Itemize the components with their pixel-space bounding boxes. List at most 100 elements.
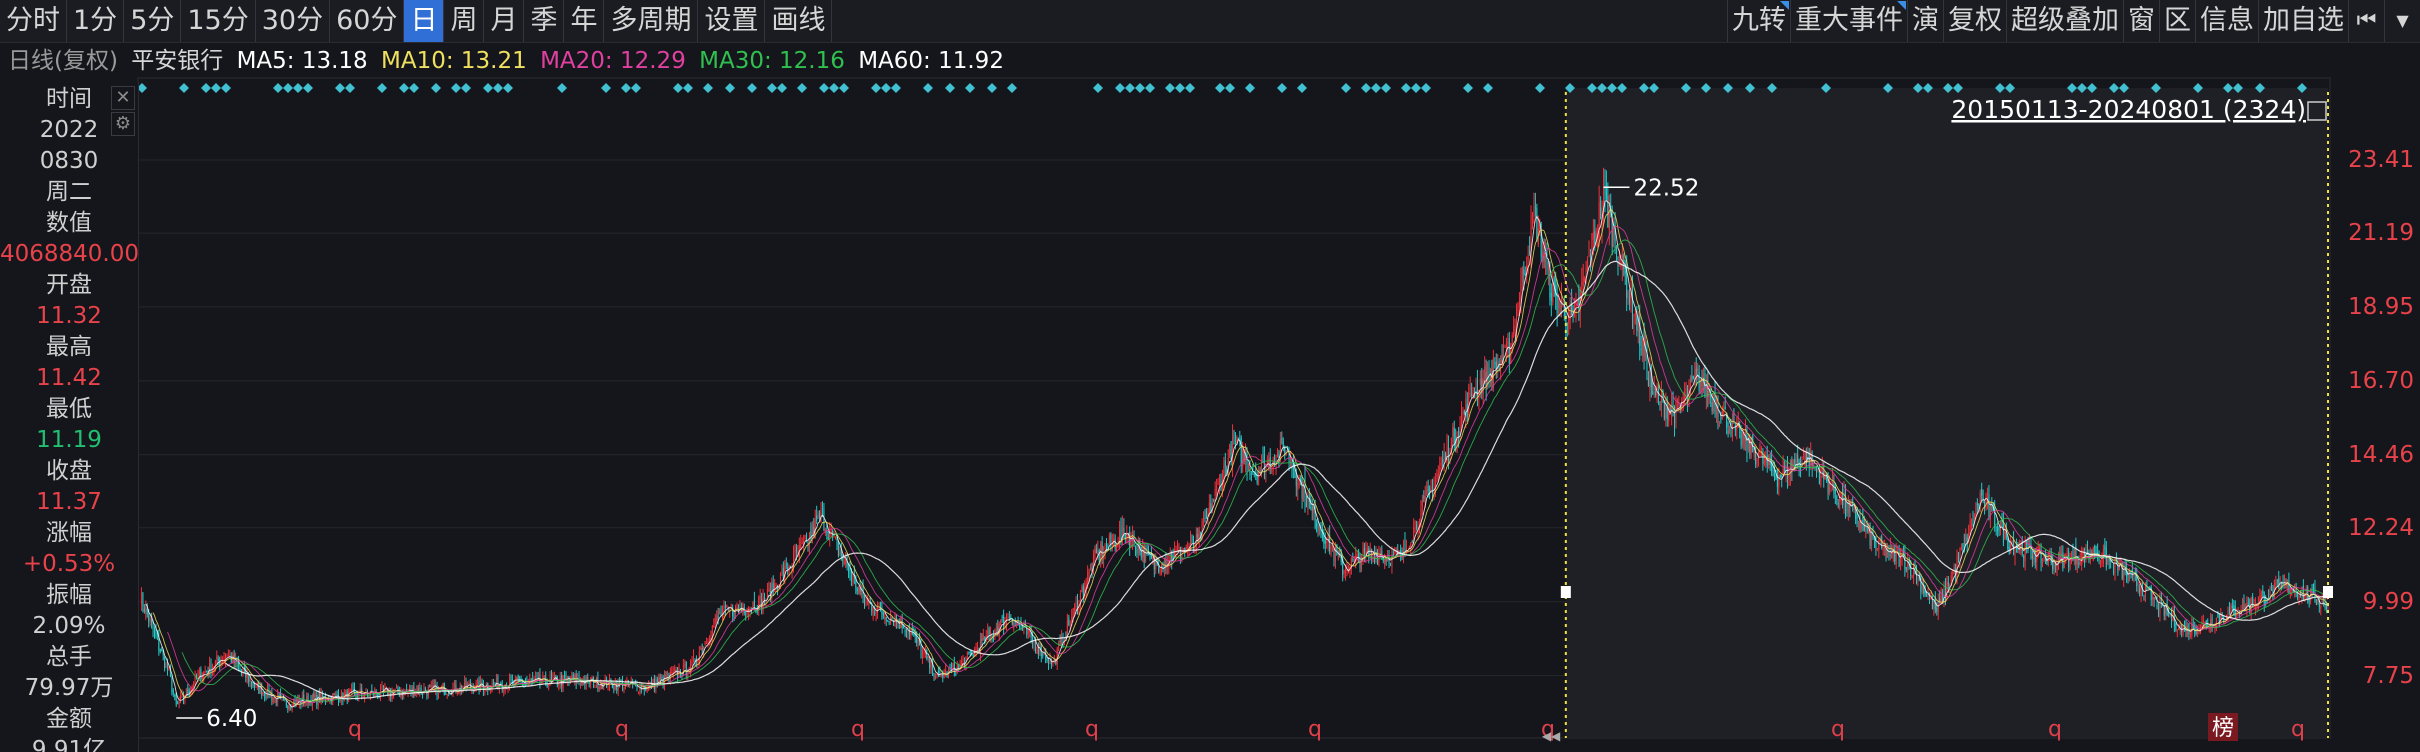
candle-body — [1468, 392, 1470, 413]
candle-body — [1565, 314, 1567, 324]
period-tab-0[interactable]: 分时 — [0, 0, 67, 42]
period-tab-7[interactable]: 周 — [444, 0, 485, 42]
period-tab-11[interactable]: 多周期 — [604, 0, 699, 42]
candle-body — [982, 634, 984, 641]
period-tab-2[interactable]: 5分 — [124, 0, 182, 42]
candle-body — [590, 679, 592, 685]
candle-body — [1630, 285, 1632, 306]
candle-body — [1598, 202, 1600, 241]
candle-body — [1301, 479, 1303, 499]
y-tick-label: 7.75 — [2362, 662, 2414, 689]
candle-body — [1250, 471, 1252, 473]
event-marker-icon — [819, 83, 829, 93]
candle-body — [2179, 625, 2181, 630]
candle-body — [1971, 519, 1973, 521]
candle-body — [1926, 593, 1928, 597]
candle-body — [911, 628, 913, 635]
candle-body — [182, 695, 184, 699]
period-tab-10[interactable]: 年 — [564, 0, 605, 42]
candle-body — [820, 509, 822, 520]
period-tab-6[interactable]: 日 — [404, 0, 445, 42]
candle-body — [223, 658, 225, 661]
candle-body — [1075, 601, 1077, 607]
candle-body — [2327, 604, 2329, 609]
candle-body — [1553, 277, 1555, 287]
candle-body — [742, 607, 744, 611]
candle-body — [210, 663, 212, 673]
tool-button-4[interactable]: 超级叠加 — [2006, 0, 2123, 42]
candle-body — [1007, 617, 1009, 619]
event-marker-icon — [601, 83, 611, 93]
period-tab-13[interactable]: 画线 — [765, 0, 833, 42]
candle-body — [1320, 528, 1322, 533]
candle-body — [172, 690, 174, 694]
candle-body — [1065, 637, 1067, 639]
candle-body — [565, 676, 567, 680]
candle-body — [1198, 529, 1200, 542]
candle-body — [887, 620, 889, 622]
period-tab-12[interactable]: 设置 — [698, 0, 766, 42]
candle-body — [2040, 549, 2042, 563]
candle-body — [288, 705, 290, 710]
candle-body — [1879, 540, 1881, 542]
candle-body — [2182, 628, 2184, 632]
candle-body — [1688, 387, 1690, 398]
candle-body — [236, 660, 238, 664]
tool-button-3[interactable]: 复权 — [1943, 0, 2006, 42]
candle-body — [140, 591, 142, 605]
candle-body — [478, 679, 480, 691]
candle-body — [424, 688, 426, 692]
candle-body — [716, 616, 718, 621]
tool-button-6[interactable]: 区 — [2159, 0, 2195, 42]
tool-button-0[interactable]: 九转 — [1727, 0, 1790, 42]
candle-body — [168, 668, 170, 670]
candle-body — [1831, 477, 1833, 485]
period-tab-3[interactable]: 15分 — [181, 0, 256, 42]
candle-body — [920, 645, 922, 656]
tool-button-1[interactable]: 重大事件 — [1790, 0, 1907, 42]
candle-body — [2057, 552, 2059, 568]
candle-body — [226, 656, 228, 658]
gear-icon[interactable]: ⚙ — [111, 112, 135, 136]
candle-body — [2321, 599, 2323, 605]
candle-body — [1171, 553, 1173, 561]
candle-body — [813, 526, 815, 536]
candle-body — [921, 650, 923, 658]
candle-body — [1143, 546, 1145, 563]
candle-body — [268, 688, 270, 698]
period-tab-8[interactable]: 月 — [484, 0, 525, 42]
candle-body — [1514, 330, 1516, 332]
tool-button-7[interactable]: 信息 — [2195, 0, 2258, 42]
candle-body — [1024, 625, 1026, 627]
period-tab-4[interactable]: 30分 — [256, 0, 331, 42]
candle-body — [193, 685, 195, 688]
candle-body — [1394, 551, 1396, 554]
event-marker-icon — [1341, 83, 1351, 93]
period-tab-5[interactable]: 60分 — [330, 0, 405, 42]
period-tab-1[interactable]: 1分 — [67, 0, 125, 42]
candle-body — [819, 512, 821, 520]
candle-body — [1104, 544, 1106, 552]
candle-body — [1624, 270, 1626, 274]
candle-body — [2259, 596, 2261, 601]
tool-button-2[interactable]: 演 — [1907, 0, 1943, 42]
candle-body — [1842, 489, 1844, 506]
candle-body — [2157, 608, 2159, 612]
candle-body — [1640, 348, 1642, 350]
candle-body — [1368, 548, 1370, 556]
dropdown-icon[interactable]: ▼ — [2384, 0, 2420, 42]
tool-button-5[interactable]: 窗 — [2123, 0, 2159, 42]
tool-button-8[interactable]: 加自选 — [2258, 0, 2348, 42]
candle-body — [746, 613, 748, 615]
candle-body — [400, 692, 402, 698]
close-icon[interactable]: ✕ — [111, 86, 135, 110]
candle-body — [2218, 614, 2220, 624]
candle-body — [1646, 352, 1648, 374]
candle-body — [297, 697, 299, 702]
period-tab-9[interactable]: 季 — [524, 0, 565, 42]
skip-back-icon[interactable]: ⏮ — [2348, 0, 2384, 42]
period-mode-label[interactable]: 日线(复权) — [8, 48, 118, 74]
candle-body — [1827, 479, 1829, 494]
candle-body — [149, 618, 151, 623]
